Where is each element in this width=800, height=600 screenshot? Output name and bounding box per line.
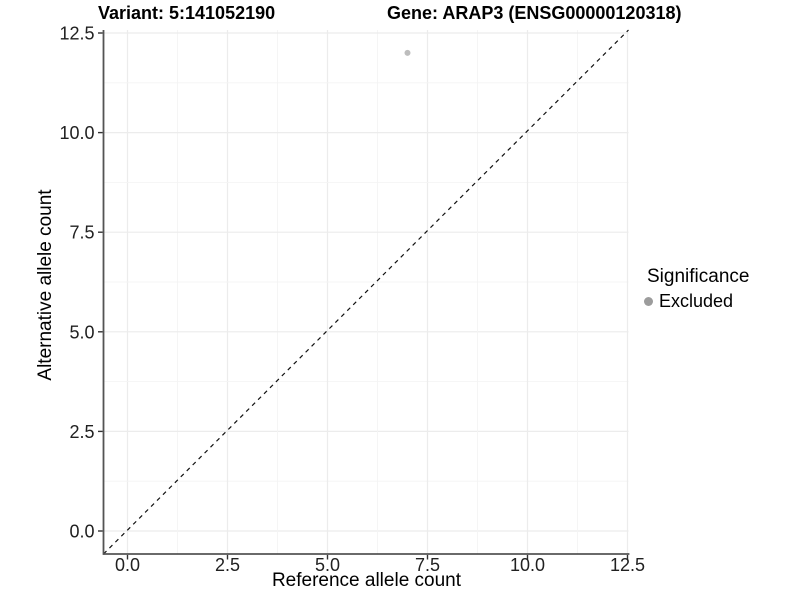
y-axis-title: Alternative allele count (35, 189, 56, 381)
legend: Significance Excluded (644, 266, 749, 312)
y-tick-label: 0.0 (69, 522, 94, 542)
identity-line (103, 29, 629, 555)
x-tick-label: 5.0 (315, 555, 340, 575)
y-tick-label: 10.0 (59, 123, 94, 143)
x-tick-label: 2.5 (215, 555, 240, 575)
y-tick-label: 7.5 (69, 223, 94, 243)
x-tick-label: 12.5 (610, 555, 645, 575)
plot-title-variant: Variant: 5:141052190 (98, 3, 276, 23)
y-tick-label: 12.5 (59, 24, 94, 44)
x-axis-title: Reference allele count (271, 570, 462, 591)
legend-item-label: Excluded (659, 291, 734, 311)
legend-point-icon (644, 297, 653, 306)
x-tick-label: 0.0 (115, 555, 140, 575)
y-tick-label: 5.0 (69, 322, 94, 342)
y-tick-label: 2.5 (69, 422, 94, 442)
plot-title-gene: Gene: ARAP3 (ENSG00000120318) (387, 3, 682, 23)
legend-item-excluded: Excluded (644, 291, 749, 312)
x-tick-label: 10.0 (510, 555, 545, 575)
legend-title: Significance (647, 266, 750, 287)
data-point (404, 49, 411, 56)
x-tick-label: 7.5 (415, 555, 440, 575)
